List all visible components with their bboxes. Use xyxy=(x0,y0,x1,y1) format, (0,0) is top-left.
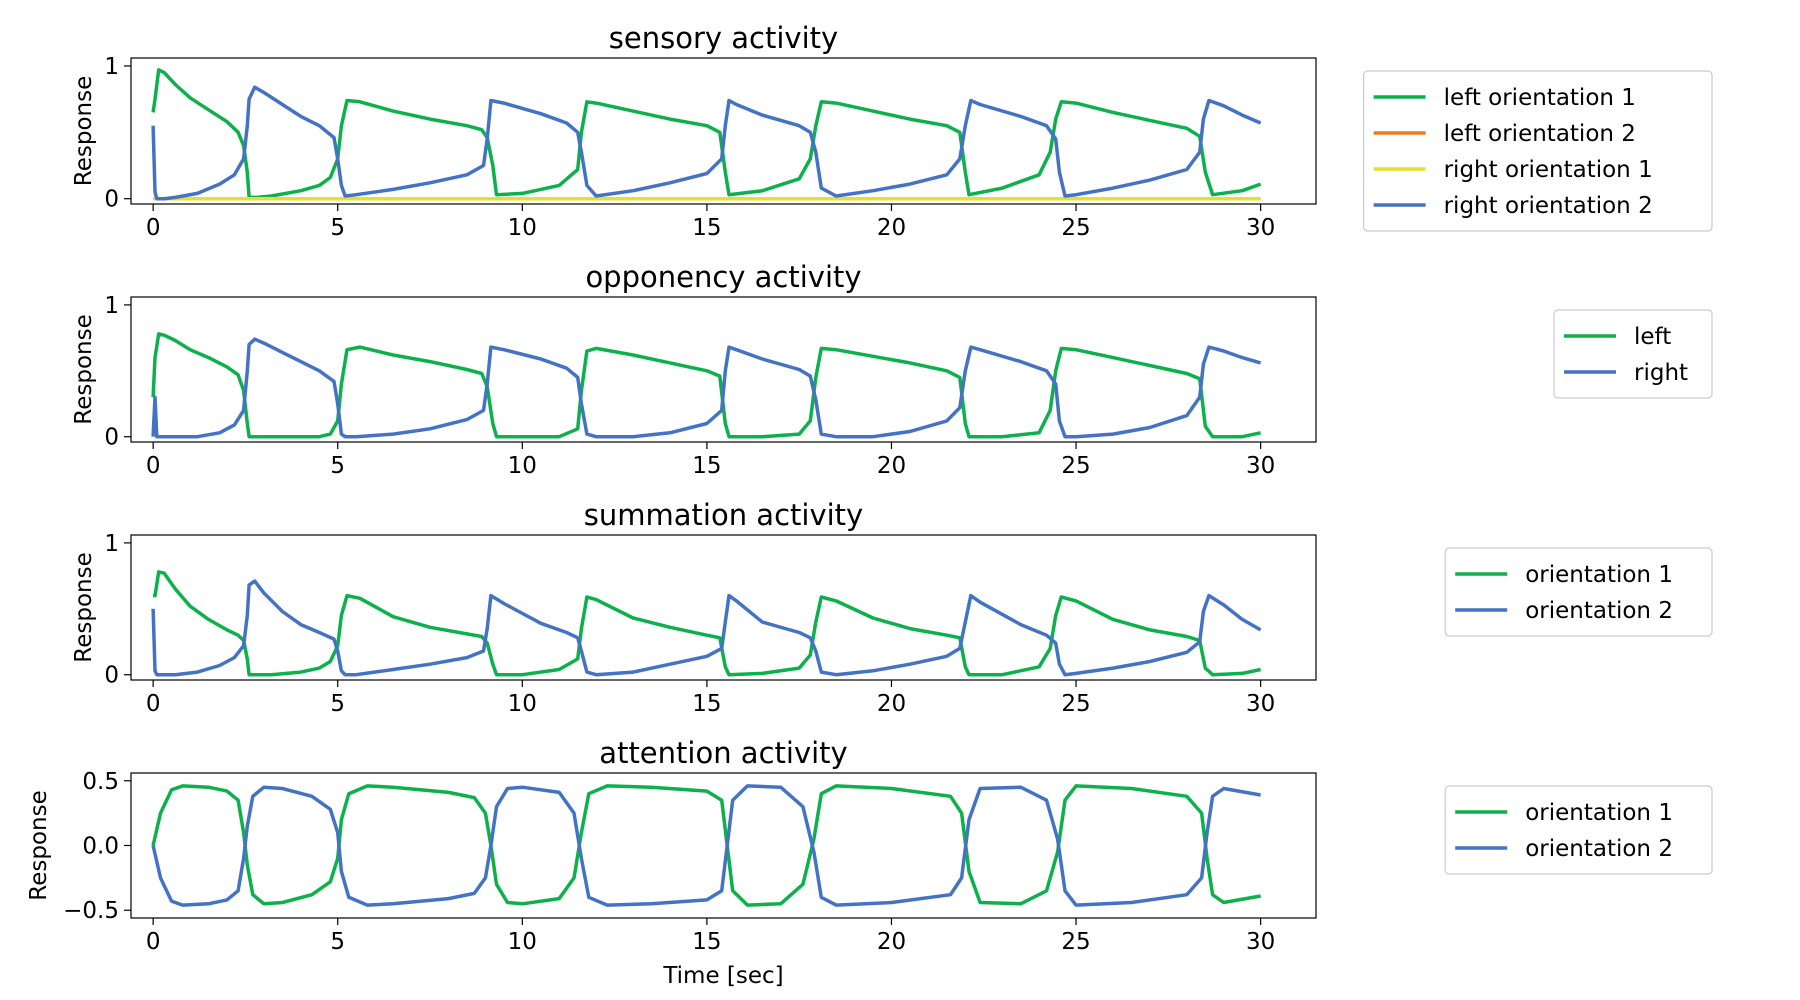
x-tick-label: 5 xyxy=(330,929,345,955)
legend-label: left xyxy=(1634,324,1671,350)
x-tick-label: 30 xyxy=(1246,929,1275,955)
plot-frame xyxy=(130,534,1317,681)
legend-label: orientation 1 xyxy=(1525,562,1673,588)
chart-title: summation activity xyxy=(584,498,863,532)
y-tick-label: 0 xyxy=(104,187,119,213)
x-axis-label: Time [sec] xyxy=(662,963,783,989)
legend-label: right orientation 2 xyxy=(1444,193,1653,219)
legend-box xyxy=(1553,309,1713,399)
series-line-right-orientation-2 xyxy=(151,85,1262,201)
x-tick-label: 5 xyxy=(330,453,345,479)
legend-label: right xyxy=(1634,360,1688,386)
y-axis-label: Response xyxy=(71,76,97,186)
x-tick-label: 5 xyxy=(330,691,345,717)
series-line-orientation-2 xyxy=(151,579,1262,677)
y-tick-label: 1 xyxy=(104,54,119,80)
x-tick-label: 25 xyxy=(1061,929,1090,955)
legend-label: orientation 2 xyxy=(1525,836,1673,862)
y-tick-label: 1 xyxy=(104,293,119,319)
x-tick-label: 10 xyxy=(508,453,537,479)
y-tick-label: 0.0 xyxy=(82,834,119,860)
legend-label: orientation 2 xyxy=(1525,598,1673,624)
legend-label: left orientation 2 xyxy=(1444,121,1636,147)
legend-label: orientation 1 xyxy=(1525,800,1673,826)
subplot-4: attention activity 0 5 10 15 20 25 30 −0.5 0.0 0.5… xyxy=(26,736,1713,989)
x-tick-label: 10 xyxy=(508,215,537,241)
series-line-orientation-2 xyxy=(151,784,1261,907)
y-axis-label: Response xyxy=(26,790,52,900)
x-tick-label: 15 xyxy=(692,453,721,479)
legend-box xyxy=(1444,547,1713,637)
x-tick-label: 0 xyxy=(146,215,161,241)
y-tick-label: −0.5 xyxy=(63,898,119,924)
y-tick-label: 0.5 xyxy=(82,769,119,795)
x-tick-label: 30 xyxy=(1246,691,1275,717)
x-tick-label: 30 xyxy=(1246,215,1275,241)
series-line-orientation-1 xyxy=(151,784,1261,907)
x-tick-label: 0 xyxy=(146,929,161,955)
x-tick-label: 10 xyxy=(508,929,537,955)
legend-label: left orientation 1 xyxy=(1444,85,1636,111)
chart-title: opponency activity xyxy=(585,260,861,294)
series-line-orientation-1 xyxy=(153,570,1261,677)
y-axis-label: Response xyxy=(71,552,97,662)
legend-label: right orientation 1 xyxy=(1444,157,1653,183)
plot-frame xyxy=(130,296,1317,443)
x-tick-label: 25 xyxy=(1061,691,1090,717)
x-tick-label: 5 xyxy=(330,215,345,241)
plot-frame xyxy=(130,57,1317,205)
x-tick-label: 15 xyxy=(692,691,721,717)
y-tick-label: 1 xyxy=(104,531,119,557)
legend: orientation 1 orientation 2 xyxy=(1444,547,1713,637)
subplot-2: opponency activity 0 5 10 15 20 25 30 0 1 Response… xyxy=(71,260,1713,479)
y-tick-label: 0 xyxy=(104,425,119,451)
series-line-right xyxy=(151,337,1262,439)
x-tick-label: 20 xyxy=(877,929,906,955)
chart-title: sensory activity xyxy=(609,21,838,55)
legend-box xyxy=(1444,785,1713,875)
x-tick-label: 30 xyxy=(1246,453,1275,479)
series-line-left-orientation-1 xyxy=(151,68,1262,200)
legend: left orientation 1 left orientation 2 righ… xyxy=(1362,70,1713,232)
x-tick-label: 20 xyxy=(877,691,906,717)
x-tick-label: 0 xyxy=(146,691,161,717)
y-axis-label: Response xyxy=(71,314,97,424)
legend: left right xyxy=(1553,309,1713,399)
legend-box xyxy=(1362,70,1713,232)
series-line-left xyxy=(151,332,1261,439)
subplot-1: sensory activity 0 5 10 15 20 25 30 0 1 Response le… xyxy=(71,21,1713,241)
subplot-3: summation activity 0 5 10 15 20 25 30 0 1 Response… xyxy=(71,498,1713,717)
x-tick-label: 25 xyxy=(1061,215,1090,241)
x-tick-label: 0 xyxy=(146,453,161,479)
legend: orientation 1 orientation 2 xyxy=(1444,785,1713,875)
x-tick-label: 15 xyxy=(692,929,721,955)
x-tick-label: 20 xyxy=(877,453,906,479)
x-tick-label: 20 xyxy=(877,215,906,241)
x-tick-label: 25 xyxy=(1061,453,1090,479)
y-tick-label: 0 xyxy=(104,663,119,689)
x-tick-label: 15 xyxy=(692,215,721,241)
x-tick-label: 10 xyxy=(508,691,537,717)
chart-title: attention activity xyxy=(599,736,847,770)
